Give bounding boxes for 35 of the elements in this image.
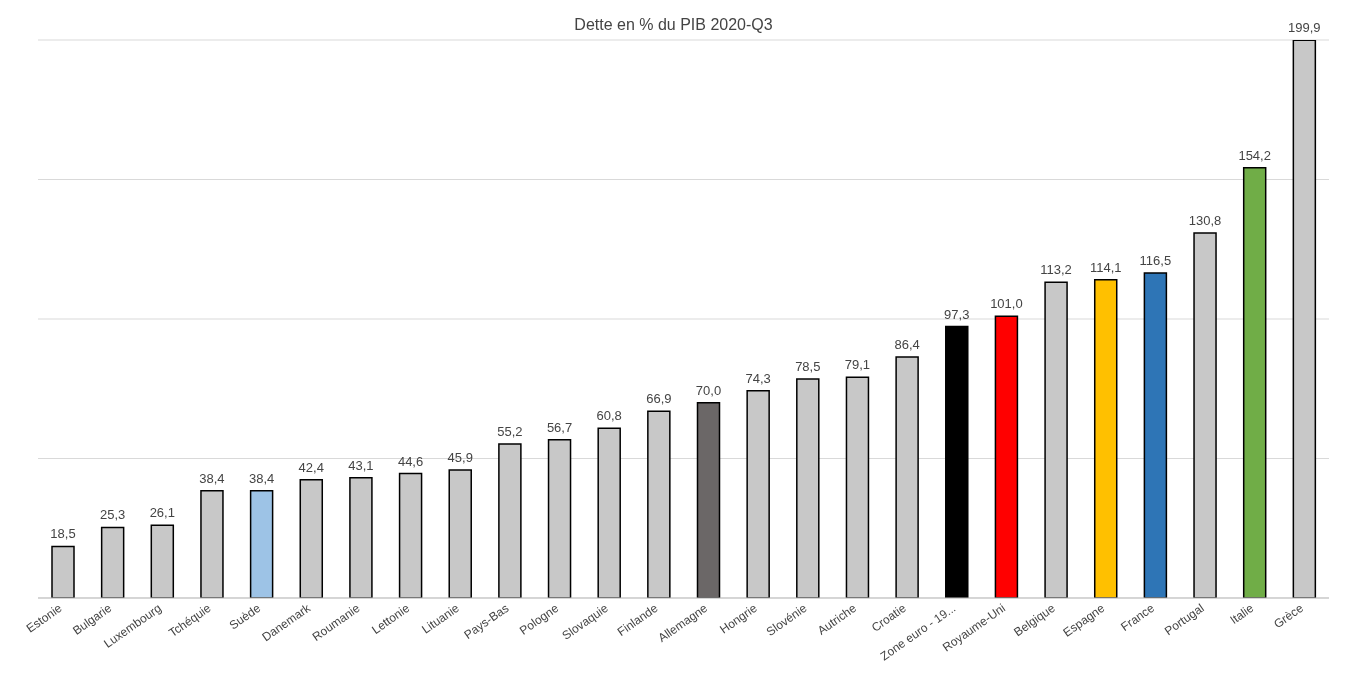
data-label: 199,9 — [1288, 20, 1321, 36]
data-label: 116,5 — [1139, 252, 1172, 268]
bar — [1242, 167, 1267, 598]
data-label: 56,7 — [546, 419, 573, 435]
bar — [249, 490, 274, 598]
data-label: 74,3 — [745, 370, 771, 386]
bar — [994, 315, 1019, 598]
data-label: 25,3 — [100, 507, 126, 523]
data-label: 55,2 — [497, 423, 523, 439]
data-label: 45,9 — [447, 449, 473, 465]
data-label: 43,1 — [348, 457, 374, 473]
data-label: 38,4 — [248, 470, 275, 486]
data-label: 60,8 — [596, 408, 622, 424]
data-label: 26,1 — [149, 505, 175, 521]
data-label: 154,2 — [1238, 147, 1271, 163]
data-label: 101,0 — [990, 296, 1023, 312]
bar — [696, 401, 721, 598]
data-label: 44,6 — [397, 453, 424, 469]
data-label: 38,4 — [199, 470, 225, 486]
data-label: 86,4 — [894, 336, 920, 352]
data-label: 113,2 — [1040, 262, 1072, 278]
bar — [945, 325, 969, 598]
data-label: 114,1 — [1089, 259, 1122, 275]
bar — [1143, 272, 1168, 598]
data-label: 66,9 — [646, 391, 672, 407]
data-label: 18,5 — [50, 526, 76, 542]
bar — [1093, 278, 1118, 598]
x-tick-label: Italie — [1227, 600, 1257, 627]
data-label: 79,1 — [844, 357, 871, 373]
data-label: 70,0 — [695, 382, 722, 398]
data-label: 42,4 — [298, 459, 324, 475]
data-label: 78,5 — [795, 358, 821, 374]
chart-title: Dette en % du PIB 2020-Q3 — [574, 16, 773, 33]
data-label: 97,3 — [944, 306, 970, 322]
data-label: 130,8 — [1188, 213, 1222, 229]
